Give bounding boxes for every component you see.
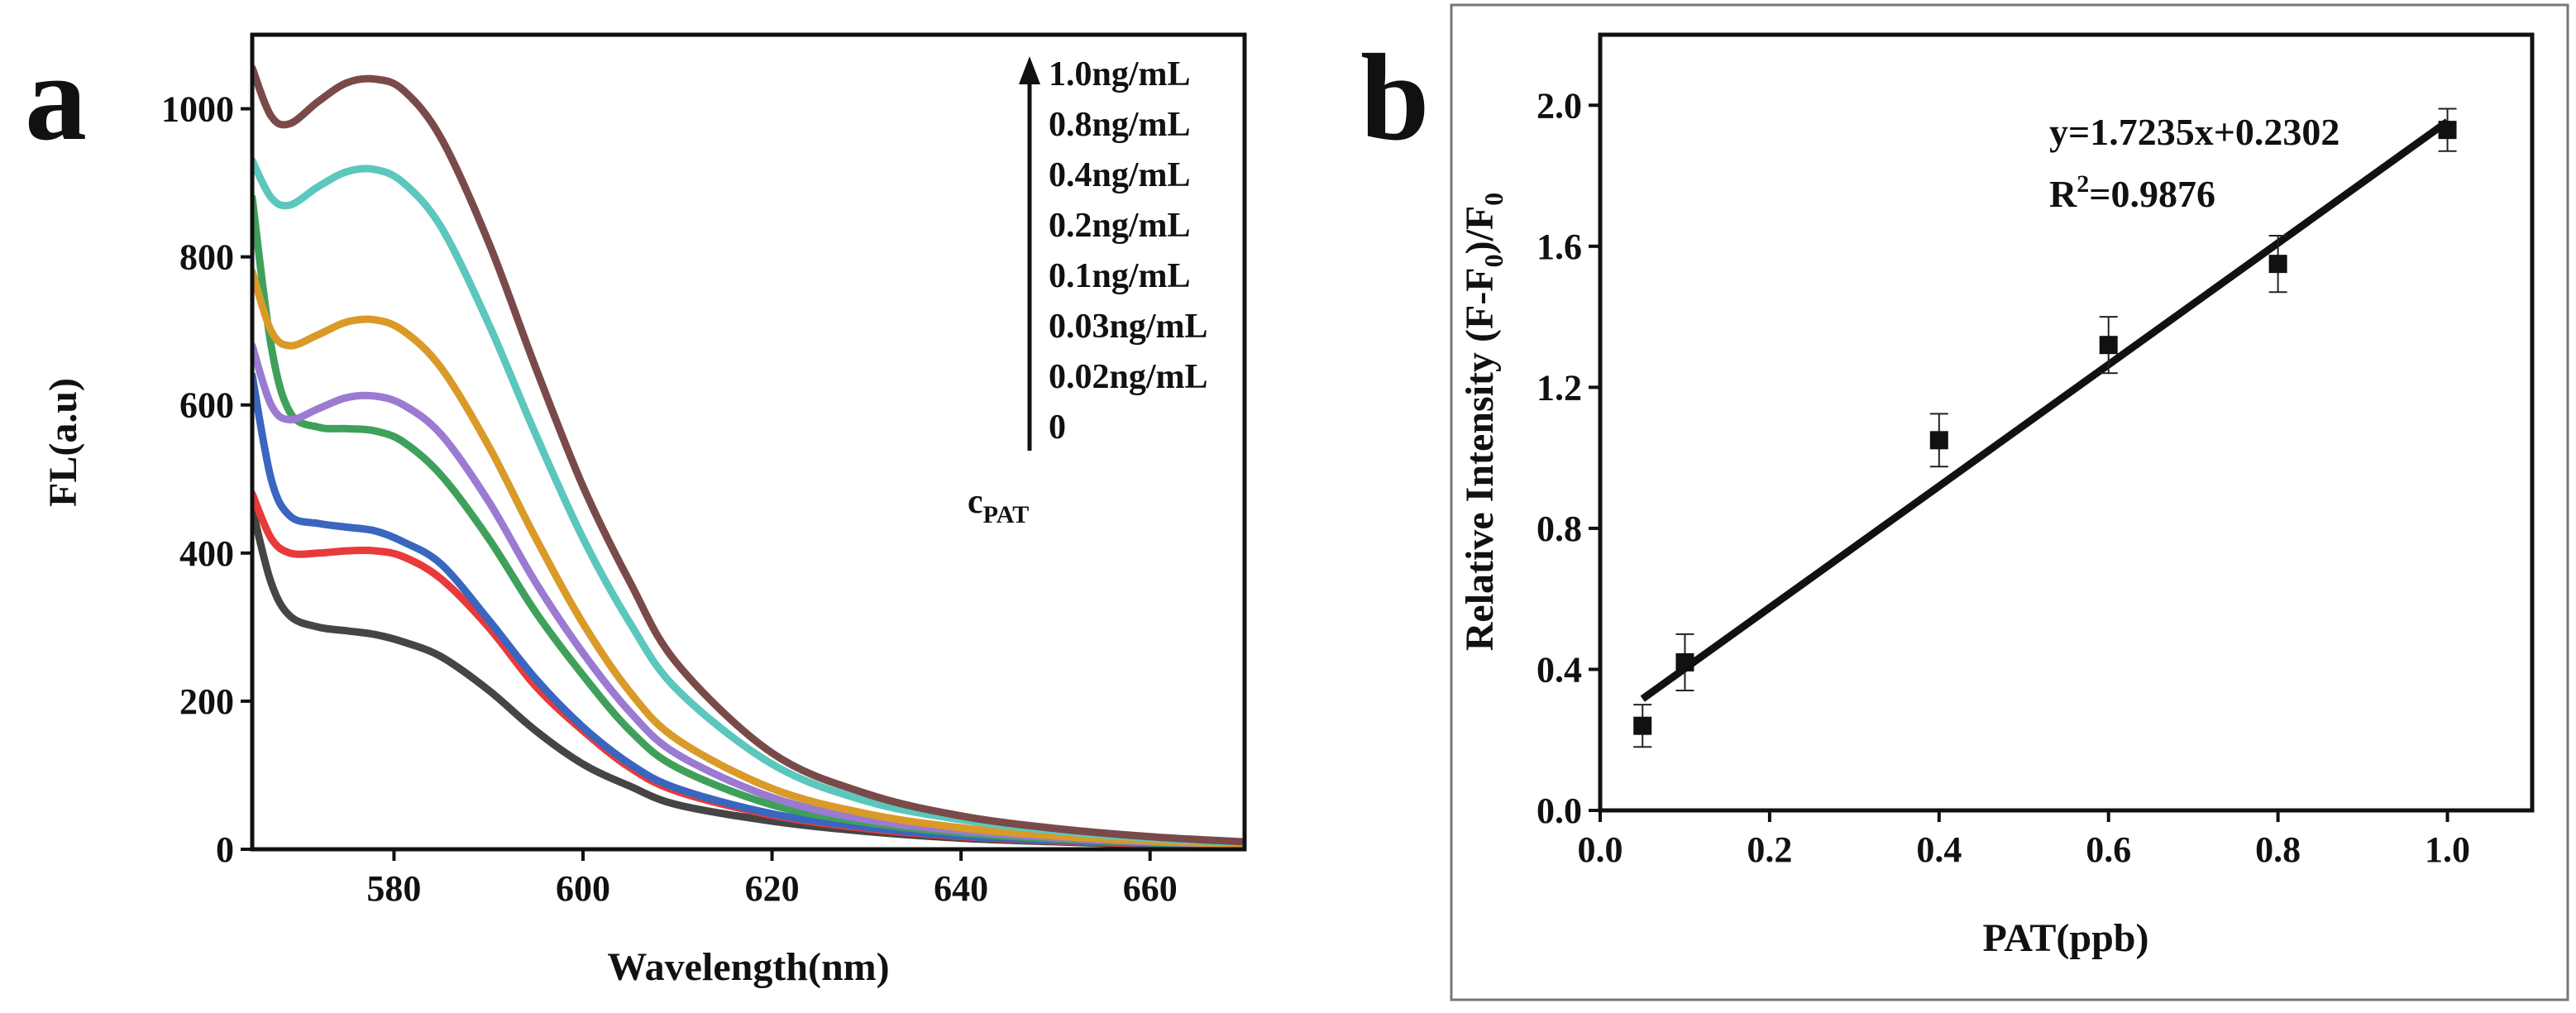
x-tick-label-b-2: 0.4: [1916, 829, 1962, 870]
legend-item-4: 0.2ng/mL: [1049, 207, 1191, 245]
legend-item-2: 0.8ng/mL: [1049, 106, 1191, 144]
x-tick-label-a-3: 640: [934, 868, 988, 909]
panel-b-fit-group: [1640, 118, 2450, 702]
x-tick-label-a-0: 580: [366, 868, 421, 909]
y-tick-label-b-5: 2.0: [1537, 85, 1582, 126]
legend-item-7: 0.02ng/mL: [1049, 358, 1208, 396]
data-point-2: [1929, 431, 1948, 450]
legend-item-1: 1.0ng/mL: [1049, 55, 1191, 93]
panel-a-x-axis-title: Wavelength(nm): [607, 945, 889, 989]
x-tick-label-b-0: 0.0: [1578, 829, 1623, 870]
data-point-1: [1675, 652, 1694, 671]
legend-item-8: 0: [1049, 409, 1066, 447]
legend-item-5: 0.1ng/mL: [1049, 257, 1191, 295]
panel-b-plot-frame: [1598, 32, 2535, 813]
x-tick-label-b-1: 0.2: [1747, 829, 1792, 870]
y-tick-label-a-5: 1000: [161, 89, 234, 130]
x-tick-label-b-4: 0.8: [2255, 829, 2301, 870]
panel-a-y-axis-title: FL(a.u): [41, 378, 85, 507]
panel-b: b 0.0 0.2 0.4 0.6 0.8 1.0 0.00.40.81.21.62.0 …: [1360, 3, 2569, 1001]
panel-a: a 580 600 620 640 660 0 200 400 600 800 1000 Wave…: [25, 29, 1247, 989]
panel-a-plot-frame: [250, 32, 1247, 852]
panel-a-x-ticks: 580 600 620 640 660: [366, 849, 1178, 909]
fit-equation: y=1.7235x+0.2302: [2049, 111, 2339, 153]
fit-line: [1640, 118, 2450, 702]
x-tick-label-a-1: 600: [556, 868, 610, 909]
series-line-5: [252, 268, 1245, 848]
y-tick-label-a-3: 600: [179, 385, 234, 426]
data-point-5: [2438, 121, 2457, 140]
panel-a-series-group: [252, 64, 1245, 849]
y-tick-label-b-0: 0.0: [1537, 791, 1582, 831]
panel-b-y-ticks: 0.0 0.4 0.8 1.2 1.6 2.0: [1537, 85, 1600, 831]
panel-b-x-axis-title: PAT(ppb): [1983, 916, 2149, 960]
legend-arrow-label: cPAT: [968, 483, 1029, 528]
series-line-4: [252, 342, 1245, 849]
data-point-3: [2099, 336, 2118, 355]
y-tick-label-b-1: 0.4: [1537, 649, 1582, 690]
panel-b-border: [1450, 3, 2569, 1001]
x-tick-label-b-3: 0.6: [2086, 829, 2131, 870]
x-tick-label-b-5: 1.0: [2425, 829, 2470, 870]
y-tick-label-b-2: 0.8: [1537, 509, 1582, 549]
panel-a-legend: 1.0ng/mL 0.8ng/mL 0.4ng/mL 0.2ng/mL 0.1n…: [968, 55, 1208, 528]
y-tick-label-a-1: 200: [179, 681, 234, 722]
data-point-0: [1633, 716, 1652, 735]
series-line-7: [252, 64, 1245, 846]
legend-item-6: 0.03ng/mL: [1049, 308, 1208, 346]
y-tick-label-a-4: 800: [179, 237, 234, 278]
x-tick-label-a-4: 660: [1123, 868, 1178, 909]
y-tick-label-b-4: 1.6: [1537, 227, 1582, 267]
panel-a-legend-arrow-head: [1019, 56, 1040, 84]
panel-a-y-ticks: 0 200 400 600 800 1000: [161, 89, 252, 870]
y-tick-label-a-2: 400: [179, 533, 234, 574]
panel-b-points-group: [1633, 108, 2457, 748]
panel-b-y-axis-title: Relative Intensity (F-F0)/F0: [1458, 193, 1508, 652]
y-tick-label-b-3: 1.2: [1537, 367, 1582, 408]
x-tick-label-a-2: 620: [745, 868, 800, 909]
panel-b-letter: b: [1360, 29, 1429, 166]
legend-item-3: 0.4ng/mL: [1049, 156, 1191, 194]
panel-b-x-ticks: 0.0 0.2 0.4 0.6 0.8 1.0: [1578, 810, 2470, 870]
panel-a-letter: a: [25, 29, 87, 166]
y-tick-label-a-0: 0: [216, 829, 234, 870]
fit-r-squared: R2=0.9876: [2049, 170, 2215, 215]
data-point-4: [2268, 255, 2287, 274]
